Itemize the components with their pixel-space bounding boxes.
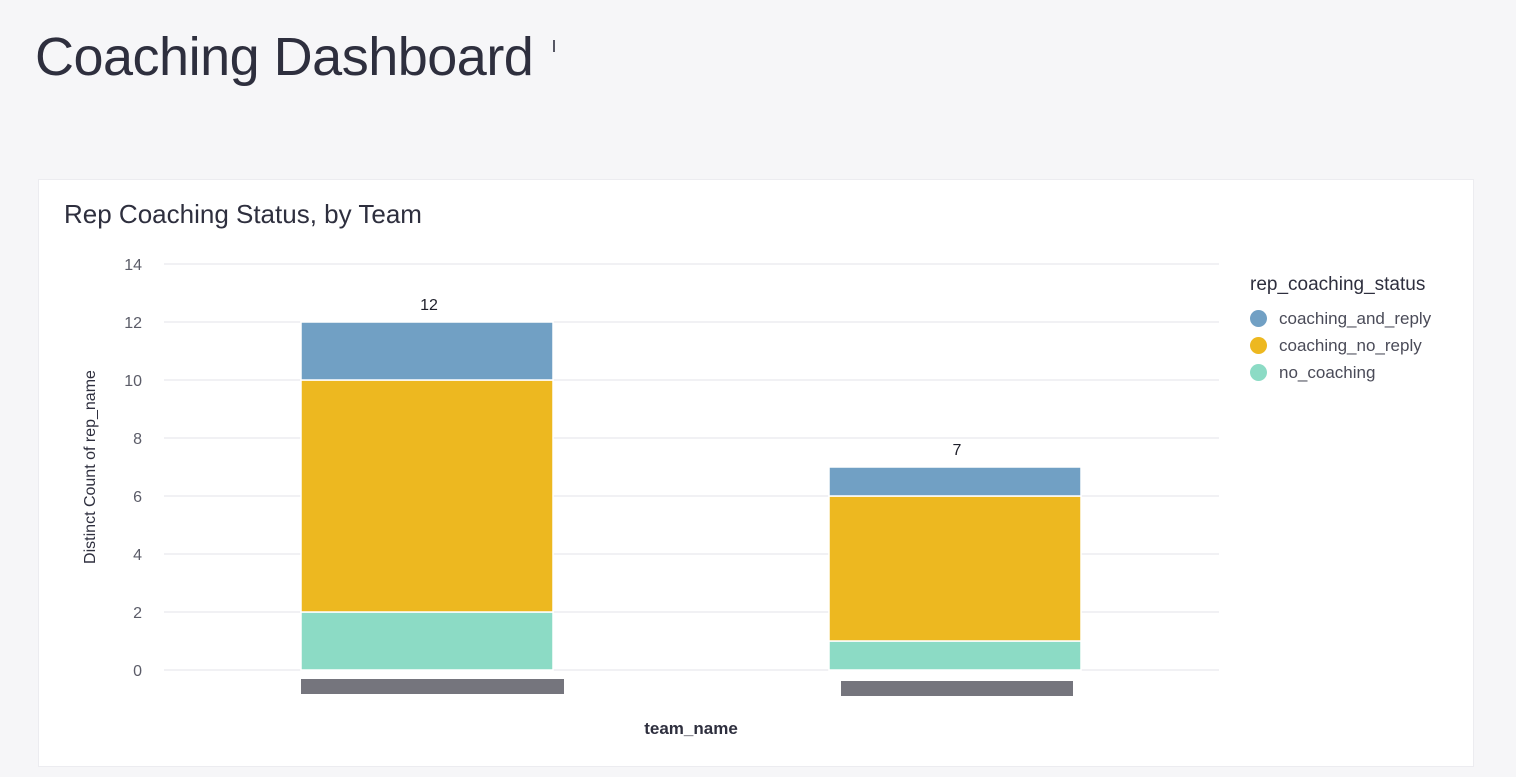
y-tick-label: 12 <box>124 315 142 332</box>
legend-item-coaching_and_reply[interactable]: coaching_and_reply <box>1250 305 1460 332</box>
y-tick-label: 2 <box>133 605 142 622</box>
legend-swatch <box>1250 310 1267 327</box>
chart-legend: rep_coaching_status coaching_and_reply co… <box>1250 274 1460 386</box>
legend-label: coaching_no_reply <box>1279 335 1422 355</box>
legend-label: no_coaching <box>1279 362 1376 382</box>
chart-card: Rep Coaching Status, by Team 0 2 4 6 8 10 12 14… <box>38 179 1474 767</box>
y-tick-label: 6 <box>133 489 142 506</box>
y-axis-label: Distinct Count of rep_name <box>82 370 99 564</box>
bar-segment-no_coaching[interactable] <box>828 640 1082 671</box>
y-tick-label: 14 <box>124 257 142 274</box>
redacted-category-label <box>841 681 1073 696</box>
x-axis-label: team_name <box>644 719 738 738</box>
legend-swatch <box>1250 364 1267 381</box>
legend-title: rep_coaching_status <box>1250 274 1426 295</box>
stacked-bar-chart: 0 2 4 6 8 10 12 14 Distinct Count of rep_nametea… <box>82 257 1219 738</box>
bar-segment-no_coaching[interactable] <box>300 611 554 671</box>
bar-segment-coaching_no_reply[interactable] <box>828 495 1082 642</box>
legend-item-coaching_no_reply[interactable]: coaching_no_reply <box>1250 332 1460 359</box>
dashboard-title: Coaching Dashboard <box>35 27 534 87</box>
bar-total-label: 7 <box>953 442 962 459</box>
redacted-category-label <box>301 679 564 694</box>
y-tick-label: 8 <box>133 431 142 448</box>
bar-total-label: 12 <box>420 297 438 314</box>
legend-swatch <box>1250 337 1267 354</box>
legend-items: coaching_and_reply coaching_no_reply no_co… <box>1250 305 1460 386</box>
bar-segment-coaching_and_reply[interactable] <box>300 321 554 381</box>
legend-label: coaching_and_reply <box>1279 308 1432 328</box>
bar-segment-coaching_and_reply[interactable] <box>828 466 1082 497</box>
title-edit-cursor <box>553 40 555 52</box>
y-tick-label: 4 <box>133 547 142 564</box>
chart-title[interactable]: Rep Coaching Status, by Team <box>64 199 422 229</box>
bar-segment-coaching_no_reply[interactable] <box>300 379 554 613</box>
y-tick-label: 10 <box>124 373 142 390</box>
y-tick-label: 0 <box>133 663 142 680</box>
legend-item-no_coaching[interactable]: no_coaching <box>1250 359 1460 386</box>
